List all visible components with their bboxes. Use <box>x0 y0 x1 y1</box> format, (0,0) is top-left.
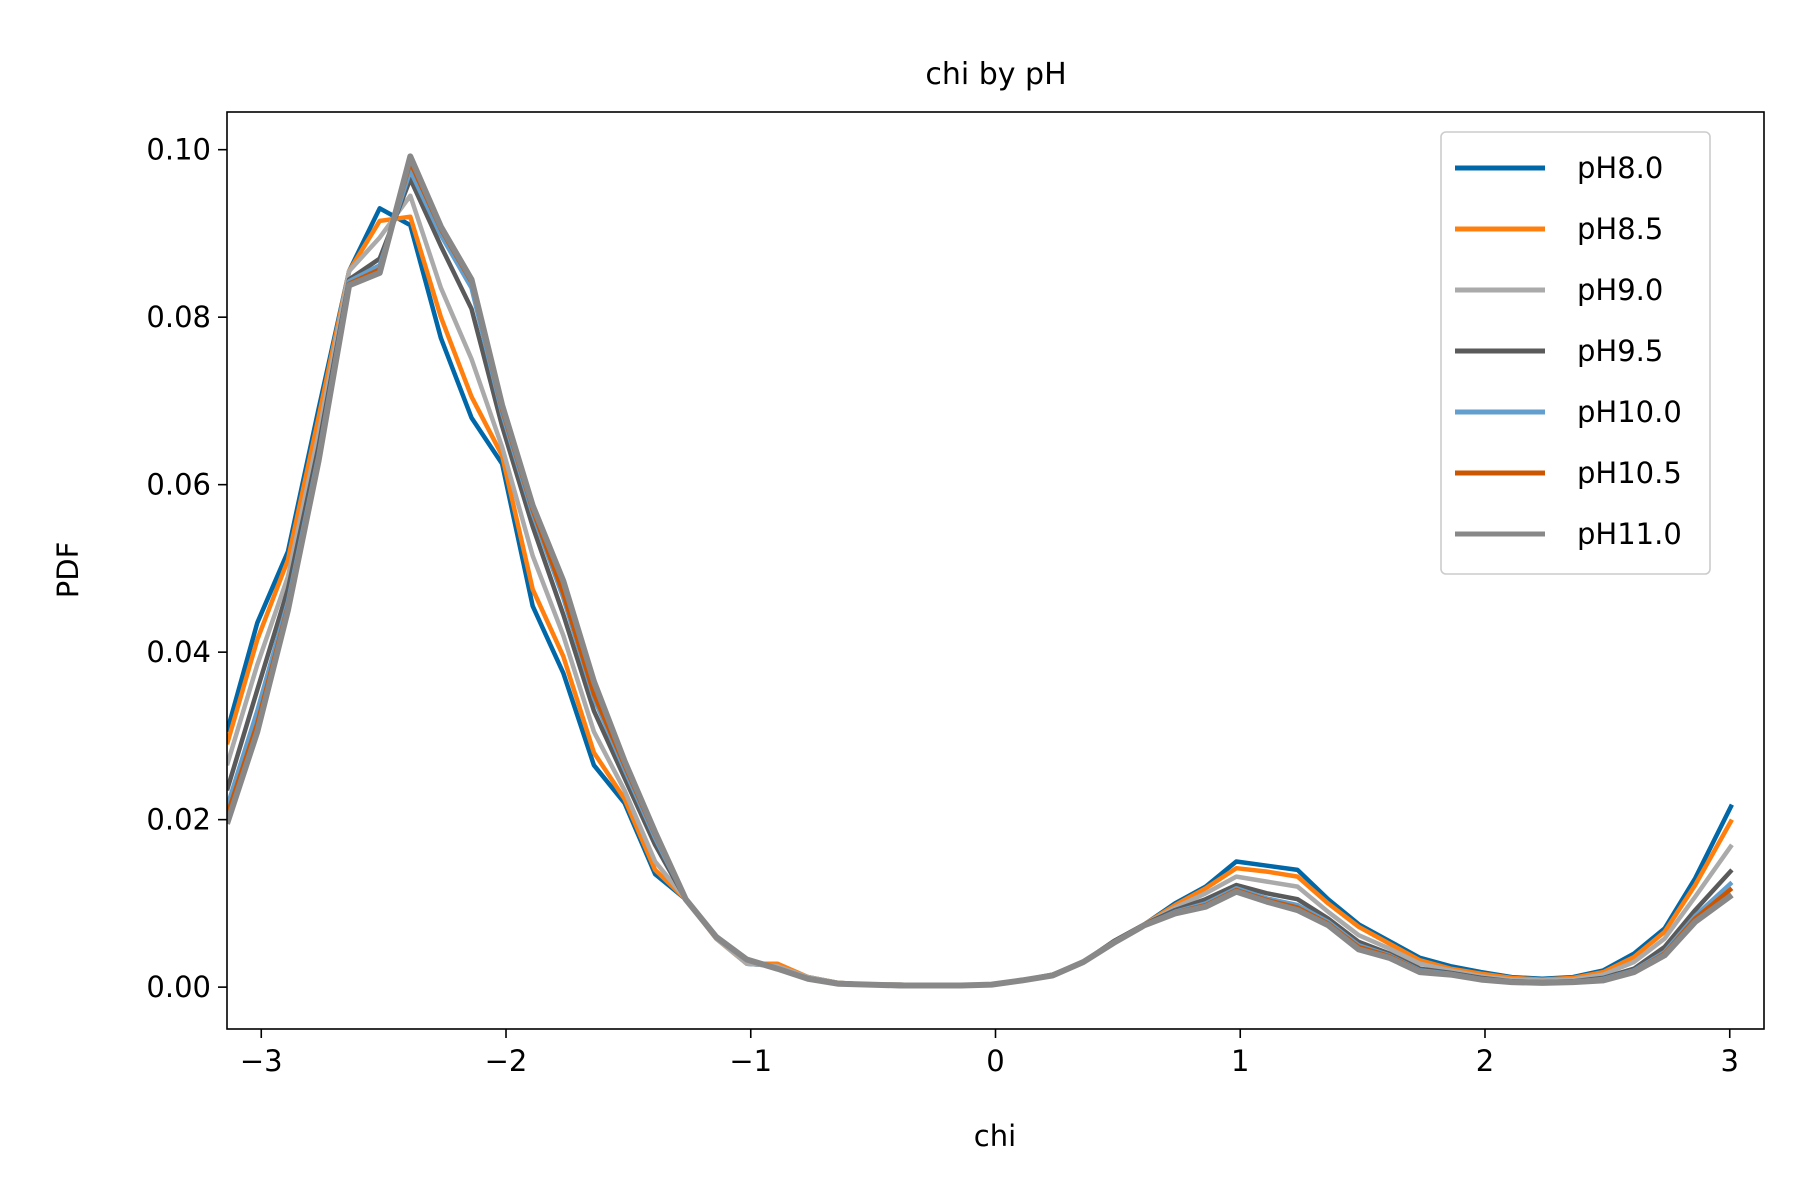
x-axis-label: chi <box>974 1119 1016 1153</box>
legend-label: pH9.0 <box>1577 273 1663 307</box>
x-tick-label: −3 <box>240 1044 283 1078</box>
legend-label: pH10.5 <box>1577 456 1682 490</box>
series-line-ph11-0 <box>227 153 1734 989</box>
y-tick-label: 0.04 <box>146 635 211 669</box>
y-tick-label: 0.06 <box>146 468 211 502</box>
y-tick-label: 0.08 <box>146 300 211 334</box>
y-axis-label: PDF <box>51 542 85 599</box>
chart-title: chi by pH <box>925 57 1066 92</box>
y-tick-label: 0.00 <box>146 970 211 1004</box>
y-tick-label: 0.10 <box>146 133 211 167</box>
y-axis-ticks: 0.00 0.02 0.04 0.06 0.08 0.10 <box>146 133 227 1004</box>
x-axis-ticks: −3 −2 −1 0 1 2 3 <box>240 1029 1739 1078</box>
legend-label: pH8.0 <box>1577 151 1663 185</box>
x-tick-label: −1 <box>729 1044 772 1078</box>
legend-label: pH8.5 <box>1577 212 1663 246</box>
legend-label: pH11.0 <box>1577 517 1682 551</box>
legend-label: pH10.0 <box>1577 395 1682 429</box>
x-tick-label: −2 <box>485 1044 528 1078</box>
legend-label: pH9.5 <box>1577 334 1663 368</box>
x-tick-label: 2 <box>1476 1044 1494 1078</box>
x-tick-label: 3 <box>1721 1044 1739 1078</box>
x-tick-label: 0 <box>986 1044 1004 1078</box>
legend-box <box>1440 131 1711 575</box>
x-tick-label: 1 <box>1231 1044 1249 1078</box>
series-layer <box>227 153 1734 989</box>
legend: pH8.0 pH8.5 pH9.0 pH9.5 pH10.0 pH10.5 pH11.0 <box>1440 131 1711 575</box>
y-tick-label: 0.02 <box>146 803 211 837</box>
